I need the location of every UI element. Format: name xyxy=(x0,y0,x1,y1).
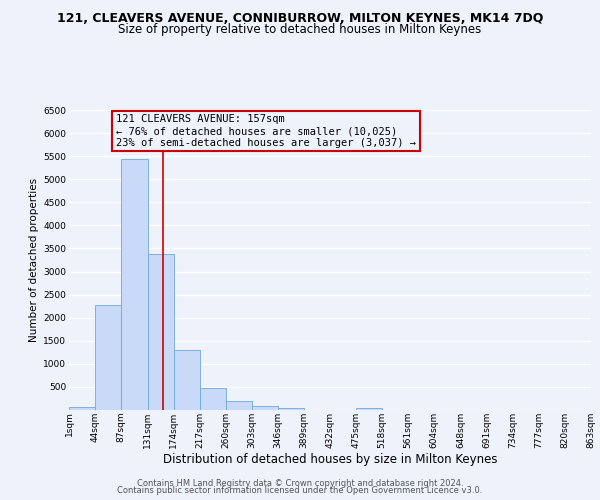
Text: 121, CLEAVERS AVENUE, CONNIBURROW, MILTON KEYNES, MK14 7DQ: 121, CLEAVERS AVENUE, CONNIBURROW, MILTO… xyxy=(57,12,543,26)
Bar xyxy=(95,305,121,410)
Text: 121 CLEAVERS AVENUE: 157sqm
← 76% of detached houses are smaller (10,025)
23% of: 121 CLEAVERS AVENUE: 157sqm ← 76% of det… xyxy=(116,114,416,148)
Bar xyxy=(121,160,148,410)
Text: Size of property relative to detached houses in Milton Keynes: Size of property relative to detached ho… xyxy=(118,22,482,36)
Y-axis label: Number of detached properties: Number of detached properties xyxy=(29,178,39,342)
Bar xyxy=(200,388,226,410)
Text: Contains public sector information licensed under the Open Government Licence v3: Contains public sector information licen… xyxy=(118,486,482,495)
Bar xyxy=(174,350,200,410)
Bar xyxy=(226,401,252,410)
Bar xyxy=(252,406,278,410)
Bar xyxy=(356,408,382,410)
Bar xyxy=(148,254,174,410)
Bar xyxy=(278,408,304,410)
X-axis label: Distribution of detached houses by size in Milton Keynes: Distribution of detached houses by size … xyxy=(163,454,497,466)
Bar xyxy=(69,407,95,410)
Text: Contains HM Land Registry data © Crown copyright and database right 2024.: Contains HM Land Registry data © Crown c… xyxy=(137,478,463,488)
